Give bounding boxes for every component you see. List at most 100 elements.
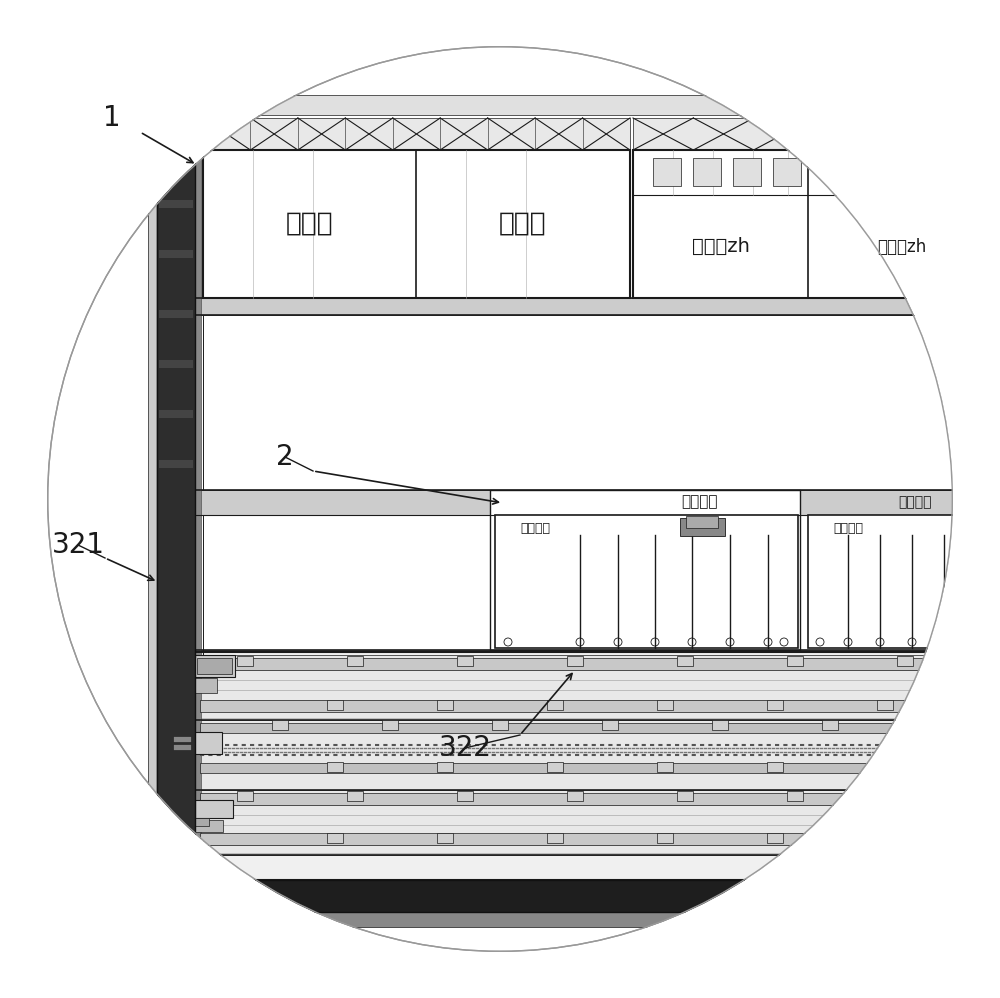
Bar	[203, 118, 630, 150]
Bar	[195, 315, 995, 490]
Bar	[693, 158, 721, 186]
Bar	[327, 833, 343, 843]
Bar	[195, 800, 233, 818]
Bar	[602, 720, 618, 730]
Bar	[157, 650, 995, 880]
Text: 322: 322	[438, 734, 492, 762]
Bar	[272, 720, 288, 730]
Bar	[148, 95, 158, 905]
Bar	[157, 880, 995, 912]
Bar	[633, 118, 995, 150]
Bar	[437, 762, 453, 772]
Bar	[200, 793, 995, 805]
Bar	[173, 744, 191, 750]
Bar	[195, 490, 995, 515]
Bar	[767, 700, 783, 710]
Bar	[173, 736, 191, 742]
Bar	[237, 656, 253, 666]
Bar	[680, 518, 725, 536]
Text: 电气元件: 电气元件	[520, 522, 550, 535]
Bar	[657, 833, 673, 843]
Bar	[633, 150, 995, 298]
Text: 充电机zh: 充电机zh	[877, 238, 926, 255]
Bar	[203, 150, 630, 298]
Bar	[686, 516, 718, 528]
Bar	[657, 700, 673, 710]
Bar	[203, 95, 990, 115]
Text: 配电柜: 配电柜	[499, 211, 547, 237]
Bar	[495, 515, 798, 648]
Bar	[327, 762, 343, 772]
Bar	[822, 720, 838, 730]
Bar	[159, 310, 193, 318]
Bar	[712, 720, 728, 730]
Bar	[157, 95, 195, 905]
Bar	[177, 732, 222, 754]
Bar	[200, 833, 995, 845]
Bar	[195, 720, 995, 790]
Bar	[237, 791, 253, 801]
Bar	[327, 700, 343, 710]
Bar	[787, 791, 803, 801]
Bar	[567, 656, 583, 666]
Bar	[195, 790, 995, 855]
Bar	[877, 833, 893, 843]
Bar	[808, 515, 995, 648]
Text: 均衡装置: 均衡装置	[682, 494, 718, 510]
Bar	[877, 700, 893, 710]
Bar	[932, 720, 948, 730]
Bar	[547, 762, 563, 772]
Bar	[547, 700, 563, 710]
Bar	[773, 158, 801, 186]
Bar	[200, 763, 995, 773]
Bar	[160, 472, 168, 494]
Bar	[347, 791, 363, 801]
Bar	[195, 820, 223, 832]
Bar	[897, 791, 913, 801]
Bar	[159, 410, 193, 418]
Bar	[347, 656, 363, 666]
Bar	[157, 95, 195, 905]
Bar	[567, 791, 583, 801]
Bar	[195, 655, 235, 677]
Bar	[173, 738, 189, 750]
Bar	[492, 720, 508, 730]
Bar	[877, 762, 893, 772]
Bar	[200, 658, 995, 670]
Bar	[457, 656, 473, 666]
Bar	[657, 762, 673, 772]
Bar	[382, 720, 398, 730]
Bar	[200, 723, 995, 733]
Bar	[437, 700, 453, 710]
Bar	[162, 473, 177, 491]
Text: 1: 1	[103, 104, 121, 132]
Bar	[157, 912, 995, 927]
Bar	[767, 762, 783, 772]
Bar	[787, 656, 803, 666]
Text: 电气元件: 电气元件	[833, 522, 863, 535]
Bar	[653, 158, 681, 186]
Bar	[897, 656, 913, 666]
Bar	[159, 250, 193, 258]
Bar	[490, 490, 800, 650]
Bar	[437, 833, 453, 843]
Bar	[733, 158, 761, 186]
Bar	[547, 833, 563, 843]
Bar	[159, 460, 193, 468]
Text: 均衡装置: 均衡装置	[898, 495, 932, 509]
Bar	[195, 678, 217, 693]
Bar	[159, 360, 193, 368]
Text: 配电柜: 配电柜	[286, 211, 333, 237]
Bar	[677, 791, 693, 801]
Bar	[195, 655, 995, 720]
Bar	[197, 658, 232, 674]
Text: 充电机zh: 充电机zh	[692, 237, 749, 256]
Bar	[200, 700, 995, 712]
Bar	[677, 656, 693, 666]
Bar	[195, 298, 995, 315]
Bar	[457, 791, 473, 801]
Text: 2: 2	[276, 443, 294, 471]
Bar	[195, 818, 209, 826]
Bar	[195, 95, 201, 905]
Bar	[159, 200, 193, 208]
